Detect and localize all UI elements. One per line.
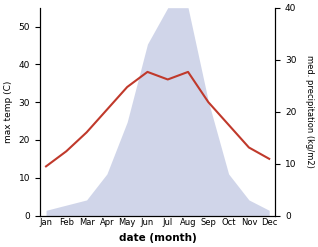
Y-axis label: max temp (C): max temp (C) (4, 80, 13, 143)
X-axis label: date (month): date (month) (119, 233, 197, 243)
Y-axis label: med. precipitation (kg/m2): med. precipitation (kg/m2) (305, 55, 314, 168)
